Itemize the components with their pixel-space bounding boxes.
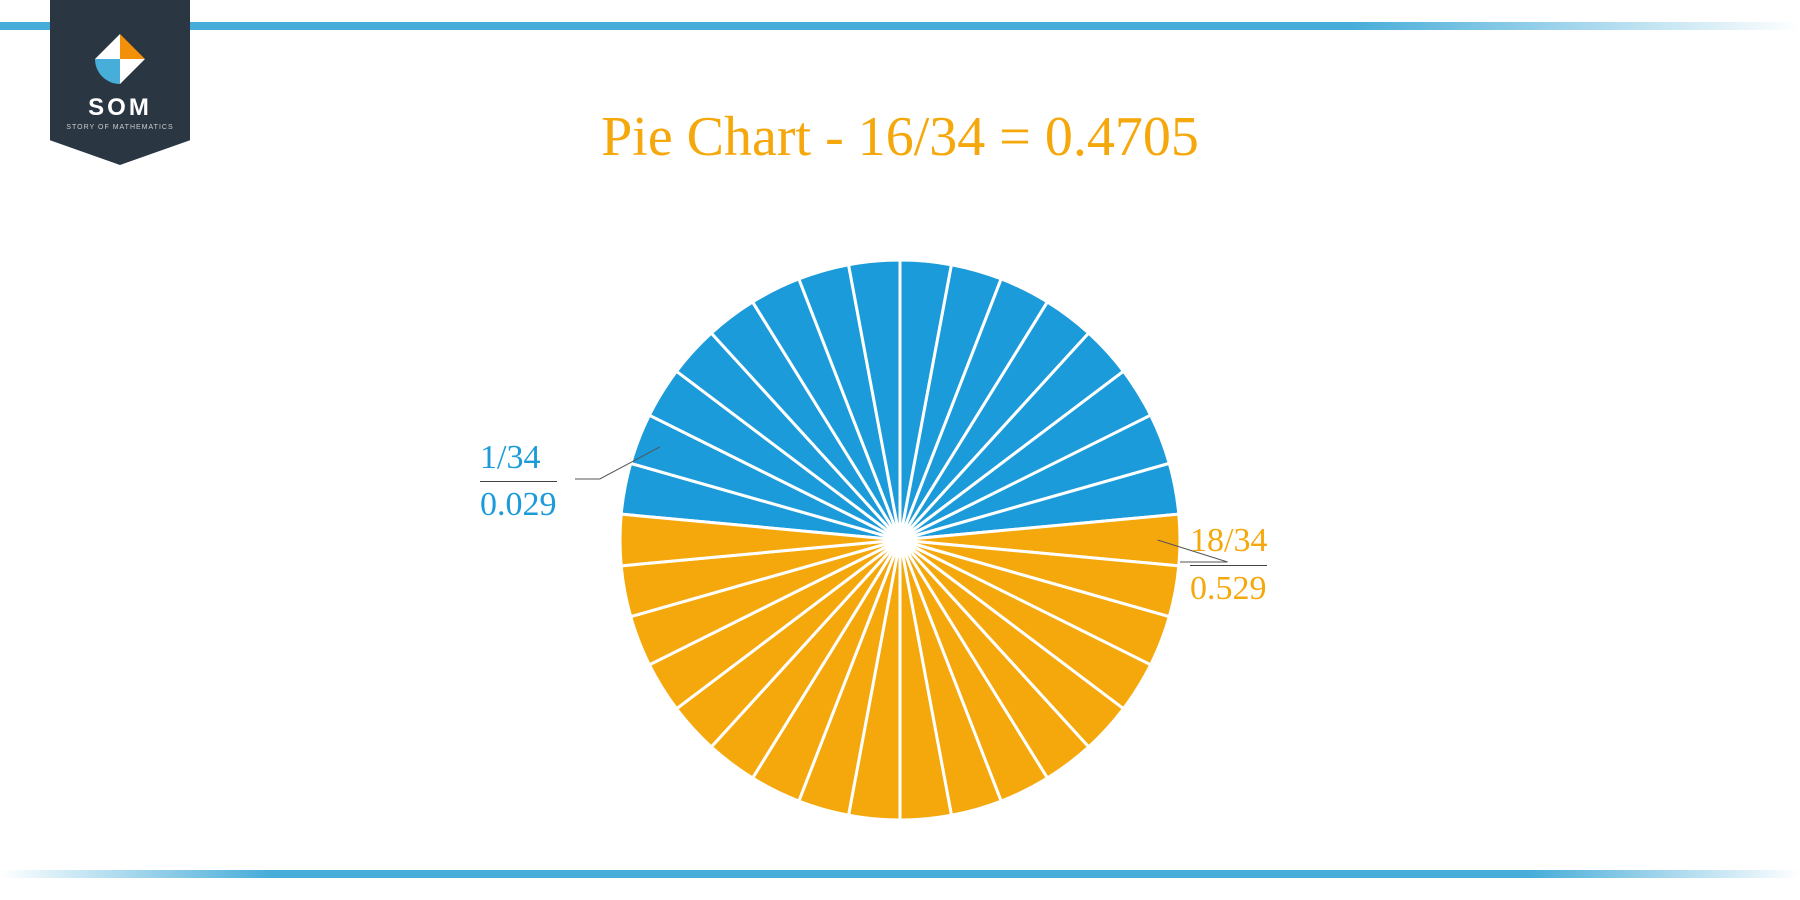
label-right-decimal: 0.529: [1190, 570, 1267, 607]
pie-chart-container: 1/34 0.029 18/34 0.529: [450, 240, 1350, 840]
brand-logo-icon: [95, 34, 145, 84]
label-left-fraction: 1/34: [480, 437, 557, 483]
brand-name: SOM: [88, 94, 152, 122]
bottom-accent-bar: [0, 870, 1800, 878]
logo-quad-br: [120, 59, 145, 84]
logo-quad-tr: [120, 34, 145, 59]
logo-quad-bl: [95, 59, 120, 84]
chart-title: Pie Chart - 16/34 = 0.4705: [0, 105, 1800, 169]
top-accent-bar: [0, 22, 1800, 30]
slice-label-left: 1/34 0.029: [480, 437, 557, 527]
slice-label-right: 18/34 0.529: [1190, 520, 1267, 610]
logo-quad-tl: [95, 34, 120, 59]
label-right-fraction: 18/34: [1190, 520, 1267, 566]
label-left-decimal: 0.029: [480, 486, 557, 523]
brand-tagline: STORY OF MATHEMATICS: [66, 124, 173, 131]
brand-badge: SOM STORY OF MATHEMATICS: [50, 0, 190, 165]
